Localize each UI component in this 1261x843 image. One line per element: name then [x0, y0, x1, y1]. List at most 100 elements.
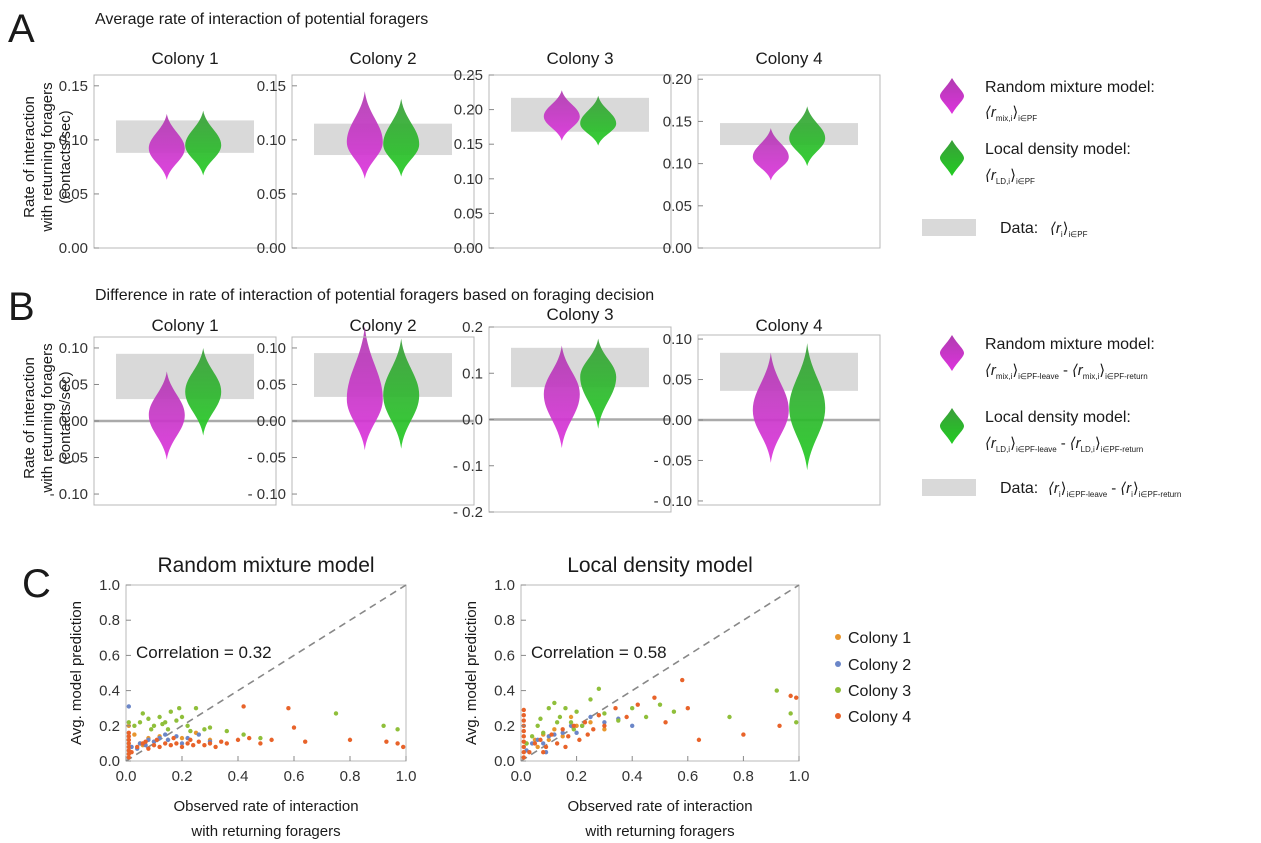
- panel-b-letter: B: [8, 285, 35, 329]
- scatter-point: [207, 741, 213, 746]
- scatter-point: [543, 744, 549, 750]
- scatter-point: [177, 706, 182, 711]
- x-tick-label: 0.6: [284, 768, 305, 785]
- legend-a-mix-label: Random mixture model:: [985, 79, 1155, 96]
- x-tick-label: 0.2: [566, 768, 587, 785]
- scatter-point: [224, 728, 229, 734]
- scatter-point: [179, 741, 185, 746]
- x-axis-label-line2: with returning foragers: [584, 823, 734, 840]
- plot-frame: [520, 584, 800, 762]
- scatter-point: [151, 742, 157, 748]
- data-band: [314, 353, 452, 397]
- scatter-point: [582, 720, 588, 725]
- scatter-point: [179, 744, 185, 750]
- scatter-point: [794, 720, 799, 725]
- legend-a-data-swatch: [922, 219, 976, 236]
- legend-b-mix-swatch: [940, 335, 964, 371]
- scatter-point: [521, 707, 526, 713]
- scatter-point: [571, 727, 577, 732]
- legend-c-label-colony-3: Colony 3: [848, 683, 911, 700]
- data-band: [116, 353, 254, 400]
- scatter-point: [596, 713, 602, 718]
- scatter-point: [588, 697, 593, 702]
- y-tick-label: 0.4: [99, 683, 120, 700]
- scatter-point: [126, 744, 131, 750]
- violin-ld: [580, 338, 617, 429]
- legend-b-data-swatch: [922, 479, 976, 496]
- data-band: [720, 123, 858, 146]
- scatter-point: [143, 739, 148, 744]
- scatter-point: [535, 723, 540, 728]
- y-tick-label: 0.10: [257, 132, 286, 149]
- scatter-point: [538, 716, 543, 721]
- y-tick-label: - 0.10: [654, 493, 692, 510]
- panel-a-ylabel-line2: with returning foragers: [39, 82, 56, 232]
- y-tick-label: 0.00: [663, 240, 692, 257]
- legend-b-mix-label: Random mixture model:: [985, 336, 1155, 353]
- legend-c: Colony 1 Colony 2 Colony 3 Colony 4: [835, 630, 911, 726]
- legend-a-ld-close: ⟩: [1010, 167, 1016, 184]
- scatter-point: [132, 723, 137, 728]
- scatter-point: [384, 739, 389, 744]
- y-tick-label: 0.0: [494, 753, 515, 770]
- colony-title: Colony 4: [755, 49, 822, 68]
- y-tick-label: 0.00: [257, 413, 286, 430]
- scatter-point: [596, 686, 602, 692]
- legend-b-ld-return: i∈PF-return: [1101, 445, 1144, 454]
- legend-b-ld-sub1: LD,i: [996, 445, 1010, 454]
- scatter-point: [165, 727, 171, 732]
- y-tick-label: 0.05: [454, 205, 483, 222]
- scatter-point: [546, 706, 551, 711]
- legend-b-mix-return: i∈PF-return: [1105, 372, 1148, 381]
- legend-a-ld-sub2: i∈PF: [1016, 177, 1035, 186]
- scatter-point: [571, 723, 577, 728]
- legend-b-data-sub1: i: [1059, 490, 1061, 499]
- scatter-point: [563, 744, 568, 750]
- scatter-point: [527, 750, 532, 755]
- scatter-point: [157, 714, 162, 720]
- violin-mix: [543, 90, 580, 141]
- y-tick-label: 0.00: [454, 240, 483, 257]
- scatter-point: [663, 720, 668, 725]
- legend-a-mix-sub2: i∈PF: [1018, 114, 1037, 123]
- violin-chart-b-2: Colony 2 - 0.10 - 0.05 0.00 0.05 0.10: [248, 316, 475, 506]
- violin-mix: [752, 352, 789, 463]
- scatter-point: [193, 706, 199, 711]
- y-tick-label: - 0.10: [50, 486, 88, 503]
- y-tick-label: - 0.05: [50, 450, 88, 467]
- violin-mix: [346, 326, 383, 451]
- legend-b-mix-math: ⟨rmix,i⟩i∈PF-leave - ⟨rmix,i⟩i∈PF-return: [985, 362, 1148, 381]
- scatter-point: [602, 723, 607, 728]
- legend-b-data-label: Data:: [1000, 480, 1038, 497]
- scatter-point: [521, 744, 526, 750]
- legend-b-data-close1: ⟩: [1061, 480, 1067, 497]
- scatter-point: [241, 732, 246, 737]
- y-tick-label: 0.15: [663, 113, 692, 130]
- x-tick-label: 0.8: [733, 768, 754, 785]
- legend-c-label-colony-2: Colony 2: [848, 657, 911, 674]
- scatter-point: [538, 737, 543, 743]
- y-tick-label: 1.0: [494, 577, 515, 594]
- scatter-title: Random mixture model: [157, 554, 374, 577]
- scatter-point: [347, 737, 353, 743]
- legend-b-data-close2: ⟩: [1133, 480, 1139, 497]
- legend-b-data-leave: i∈PF-leave: [1067, 490, 1108, 499]
- violin-ld: [383, 98, 420, 177]
- y-tick-label: 0.10: [59, 340, 88, 357]
- legend-b-mix-r1: ⟨r: [985, 362, 997, 379]
- scatter-point: [247, 735, 252, 741]
- y-tick-label: 0.6: [494, 647, 515, 664]
- x-tick-label: 0.0: [511, 768, 532, 785]
- scatter-point: [126, 734, 131, 739]
- identity-line: [125, 584, 407, 762]
- violin-ld: [789, 106, 826, 167]
- scatter-point: [154, 737, 159, 743]
- plot-frame: [125, 584, 407, 762]
- scatter-point: [794, 695, 799, 700]
- y-tick-label: - 0.05: [654, 452, 692, 469]
- scatter-point: [613, 706, 618, 711]
- scatter-point: [146, 716, 151, 721]
- data-band: [511, 347, 649, 388]
- y-tick-label: 0.20: [454, 102, 483, 119]
- scatter-point: [146, 746, 151, 751]
